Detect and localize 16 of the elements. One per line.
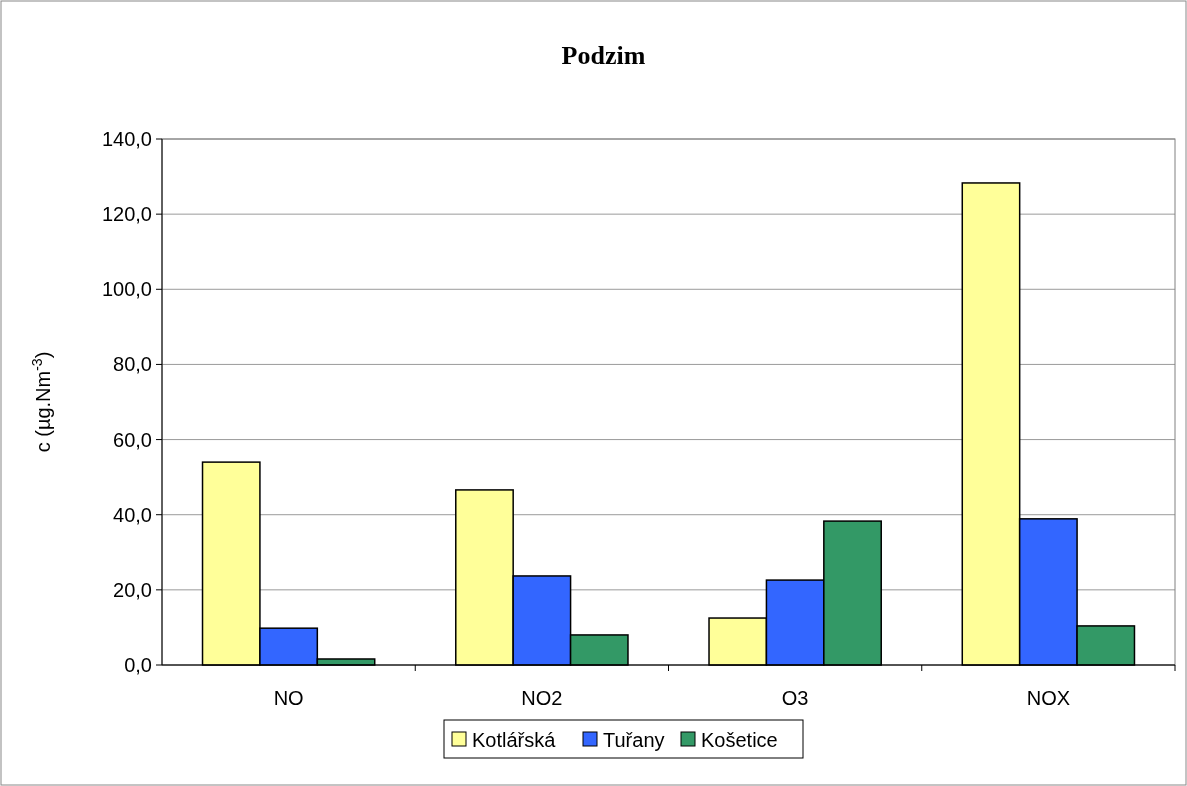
x-tick-label: NOX — [1026, 687, 1071, 709]
y-tick-label: 80,0 — [113, 353, 152, 376]
x-tick-label: O3 — [781, 687, 809, 709]
y-tick-label: 60,0 — [113, 428, 152, 451]
y-tick-label: 140,0 — [101, 128, 152, 150]
y-tick-label: 120,0 — [101, 203, 152, 226]
legend-label: Tuřany — [603, 729, 665, 751]
legend-label: Košetice — [701, 729, 778, 751]
y-tick-label: 40,0 — [113, 503, 152, 526]
x-tick-label: NO — [273, 687, 304, 709]
x-tick-label: NO2 — [521, 687, 563, 709]
y-tick-label: 100,0 — [101, 278, 152, 301]
legend-label: Kotlářská — [472, 729, 557, 751]
chart-title: Podzim — [561, 41, 646, 70]
y-tick-label: 0,0 — [124, 654, 152, 676]
y-tick-label: 20,0 — [113, 578, 152, 601]
